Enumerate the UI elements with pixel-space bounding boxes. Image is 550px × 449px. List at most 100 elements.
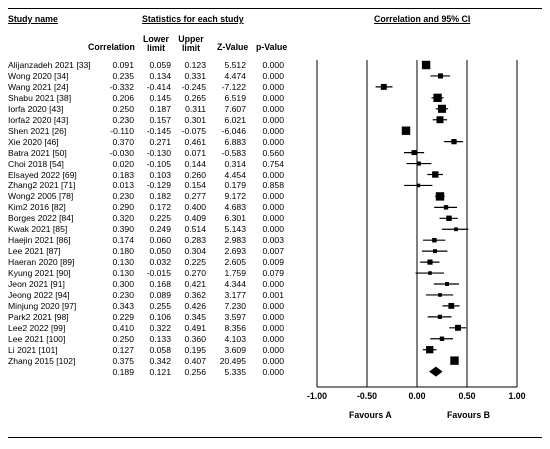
cell-r: 0.189 <box>112 366 134 377</box>
cell-z: 20.495 <box>219 355 246 366</box>
cell-p: 0.007 <box>262 246 284 257</box>
cell-lower: 0.145 <box>149 92 171 103</box>
cell-z: 5.335 <box>224 366 246 377</box>
cell-lower: -0.145 <box>146 125 171 136</box>
x-tick-label: -0.50 <box>356 391 378 401</box>
cell-r: 0.230 <box>112 114 134 125</box>
cell-p: 0.000 <box>262 136 284 147</box>
cell-z: 2.693 <box>224 246 246 257</box>
effect-marker <box>445 282 449 286</box>
cell-z: 9.172 <box>224 191 246 202</box>
top-rule <box>8 8 542 9</box>
cell-lower: 0.225 <box>149 213 171 224</box>
cell-z: 3.609 <box>224 344 246 355</box>
cell-name: Zhang 2015 [102] <box>8 355 76 366</box>
cell-lower: -0.015 <box>146 268 171 279</box>
effect-marker <box>432 237 437 243</box>
cell-p: 0.000 <box>262 103 284 114</box>
cell-p: 0.560 <box>262 147 284 158</box>
cell-z: 6.301 <box>224 213 246 224</box>
cell-r: 0.229 <box>112 311 134 322</box>
cell-lower: 0.059 <box>149 60 171 70</box>
effect-marker <box>433 249 437 254</box>
cell-z: 6.883 <box>224 136 246 147</box>
correlation-header: Correlation <box>88 42 135 52</box>
cell-p: 0.858 <box>262 180 284 191</box>
effect-marker <box>454 227 458 232</box>
cell-lower: 0.322 <box>149 322 171 333</box>
cell-lower: 0.106 <box>149 311 171 322</box>
cell-upper: 0.144 <box>184 158 206 169</box>
cell-p: 0.000 <box>262 125 284 136</box>
cell-name: Borges 2022 [84] <box>8 213 74 224</box>
cell-r: -0.332 <box>109 81 134 92</box>
favours-a-label: Favours A <box>349 410 392 420</box>
cell-p: 0.000 <box>262 114 284 125</box>
cell-r: 0.390 <box>112 224 134 235</box>
effect-marker <box>437 73 444 79</box>
cell-lower: -0.130 <box>146 147 171 158</box>
cell-upper: 0.225 <box>184 257 206 268</box>
cell-name: Kim2 2016 [82] <box>8 202 66 213</box>
cell-p: 0.000 <box>262 279 284 289</box>
cell-lower: 0.182 <box>149 191 171 202</box>
cell-lower: 0.187 <box>149 103 171 114</box>
z-value-header: Z-Value <box>217 42 249 52</box>
bottom-rule <box>8 437 542 438</box>
cell-r: -0.030 <box>109 147 134 158</box>
cell-lower: 0.050 <box>149 246 171 257</box>
cell-upper: 0.360 <box>184 333 206 344</box>
cell-z: 5.143 <box>224 224 246 235</box>
effect-marker <box>446 215 452 222</box>
cell-r: 0.410 <box>112 322 134 333</box>
cell-p: 0.000 <box>262 322 284 333</box>
cell-p: 0.000 <box>262 213 284 224</box>
cell-p: 0.000 <box>262 202 284 213</box>
cell-name: Batra 2021 [50] <box>8 147 67 158</box>
cell-p: 0.000 <box>262 70 284 81</box>
cell-upper: 0.311 <box>185 103 206 114</box>
cell-z: -7.122 <box>221 81 246 92</box>
cell-name: Haeran 2020 [89] <box>8 257 75 268</box>
cell-z: 0.179 <box>224 180 246 191</box>
cell-upper: 0.265 <box>184 92 206 103</box>
upper-limit-header-2: limit <box>181 43 201 53</box>
cell-p: 0.000 <box>262 60 284 70</box>
cell-z: 6.021 <box>224 114 246 125</box>
cell-upper: 0.301 <box>184 114 206 125</box>
effect-marker <box>436 116 444 124</box>
effect-marker <box>433 93 442 103</box>
cell-r: 0.174 <box>112 235 134 246</box>
cell-name: Xie 2020 [46] <box>8 136 59 147</box>
effect-marker <box>450 356 459 365</box>
cell-p: 0.000 <box>262 366 284 377</box>
effect-marker <box>416 183 421 188</box>
effect-marker <box>416 161 422 166</box>
cell-name: Kyung 2021 [90] <box>8 268 71 279</box>
cell-lower: 0.103 <box>149 169 171 180</box>
effect-marker <box>411 150 417 156</box>
cell-r: 0.130 <box>112 268 134 279</box>
effect-marker <box>426 346 434 354</box>
cell-upper: 0.195 <box>184 344 206 355</box>
cell-upper: 0.345 <box>184 311 206 322</box>
cell-p: 0.001 <box>262 289 284 300</box>
cell-z: -0.583 <box>221 147 246 158</box>
cell-upper: 0.331 <box>184 70 206 81</box>
cell-name: Shabu 2021 [38] <box>8 92 72 103</box>
cell-p: 0.000 <box>262 311 284 322</box>
effect-marker <box>421 60 431 70</box>
effect-marker <box>428 271 432 275</box>
cell-name: Choi 2018 [54] <box>8 158 64 169</box>
cell-z: 0.314 <box>224 158 246 169</box>
cell-name: Zhang2 2021 [71] <box>8 180 76 191</box>
cell-upper: 0.154 <box>184 180 206 191</box>
effect-marker <box>435 192 445 201</box>
cell-upper: 0.283 <box>184 235 206 246</box>
cell-upper: 0.260 <box>184 169 206 180</box>
cell-r: 0.230 <box>112 289 134 300</box>
cell-upper: 0.461 <box>184 136 206 147</box>
cell-name: Li 2021 [101] <box>8 344 58 355</box>
